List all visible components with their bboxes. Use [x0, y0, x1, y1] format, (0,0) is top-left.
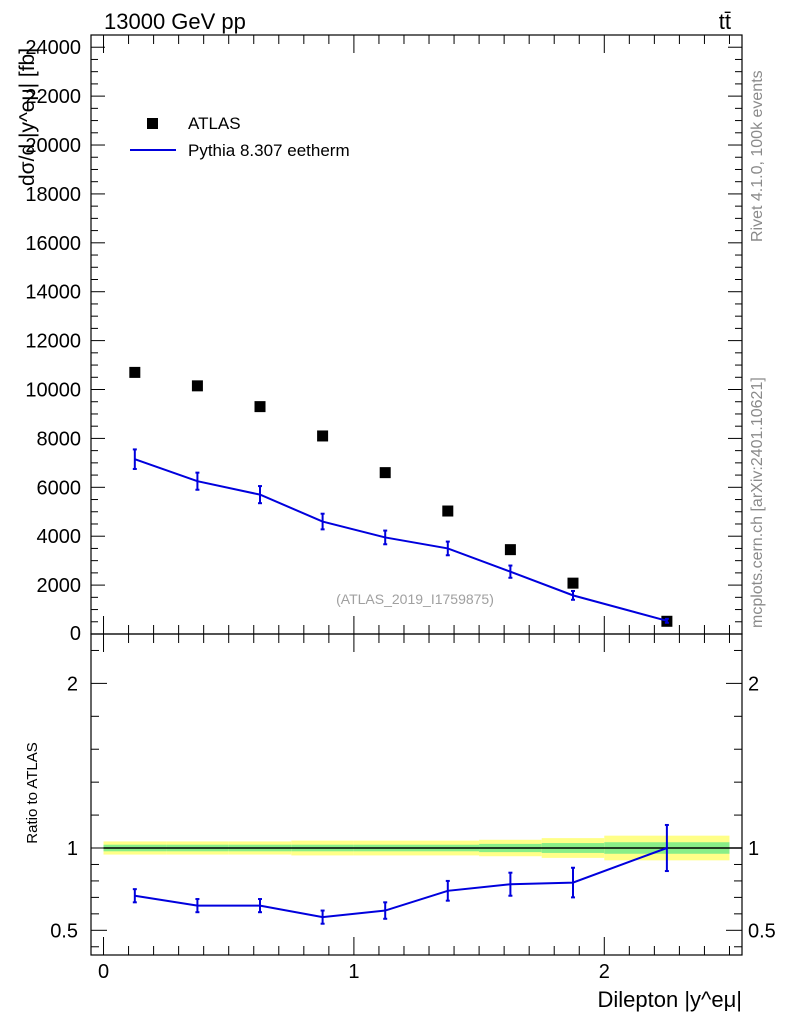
main-y-tick-label: 22000	[25, 86, 81, 108]
main-y-tick-label: 2000	[37, 575, 82, 597]
main-y-tick-label: 24000	[25, 37, 81, 59]
legend-atlas-label: ATLAS	[188, 114, 241, 133]
legend: ATLAS Pythia 8.307 eetherm	[130, 114, 350, 160]
main-y-tick-label-zero: 0	[70, 623, 81, 645]
atlas-data-point	[254, 401, 266, 413]
process-label: tt̄	[719, 9, 731, 34]
atlas-data-point	[191, 380, 203, 392]
ratio-frame	[90, 633, 743, 956]
main-y-tick-label: 20000	[25, 135, 81, 157]
x-axis-label: Dilepton |y^eμ|	[598, 987, 743, 1012]
analysis-label: (ATLAS_2019_I1759875)	[336, 591, 494, 607]
legend-pythia-label: Pythia 8.307 eetherm	[188, 141, 350, 160]
atlas-data-point	[317, 430, 329, 442]
ratio-x-tick-label: 1	[348, 961, 359, 983]
ratio-y-tick-label-right: 1	[748, 838, 759, 860]
atlas-data-point	[567, 577, 579, 589]
main-y-tick-label: 6000	[37, 477, 82, 499]
main-y-tick-label: 8000	[37, 428, 82, 450]
main-y-tick-label: 10000	[25, 380, 81, 402]
mcplots-source-label: mcplots.cern.ch [arXiv:2401.10621]	[749, 377, 766, 628]
ratio-x-tick-label: 2	[599, 961, 610, 983]
ratio-y-tick-label-left: 2	[67, 673, 78, 695]
main-y-tick-label: 14000	[25, 282, 81, 304]
legend-atlas-marker	[147, 118, 158, 129]
main-y-tick-label: 18000	[25, 184, 81, 206]
atlas-data-point	[379, 467, 391, 479]
energy-label: 13000 GeV pp	[104, 9, 246, 34]
ratio-y-axis-label: Ratio to ATLAS	[24, 742, 41, 843]
ratio-y-tick-label-right: 2	[748, 673, 759, 695]
main-y-tick-label: 12000	[25, 331, 81, 353]
atlas-data-point	[504, 544, 516, 556]
main-y-tick-label: 16000	[25, 233, 81, 255]
ratio-pythia-line	[134, 847, 668, 919]
ratio-y-tick-label-right: 0.5	[748, 920, 776, 942]
ratio-x-tick-label: 0	[98, 961, 109, 983]
ratio-y-tick-label-left: 1	[67, 838, 78, 860]
main-y-axis-label: dσ/d |y^eμ| [fb]	[16, 48, 39, 186]
main-y-tick-label: 4000	[37, 526, 82, 548]
rivet-version-label: Rivet 4.1.0, 100k events	[749, 70, 766, 242]
ratio-y-tick-label-left: 0.5	[50, 920, 78, 942]
main-panel: 2000 4000 6000 8000 10000 12000 14000 16000 1800…	[16, 34, 743, 645]
ratio-panel: 0.5 0.5 1 1 2 2 0 1 2 Ratio to ATLAS	[24, 633, 776, 983]
atlas-data-point	[442, 505, 454, 517]
atlas-data-point	[129, 366, 141, 378]
